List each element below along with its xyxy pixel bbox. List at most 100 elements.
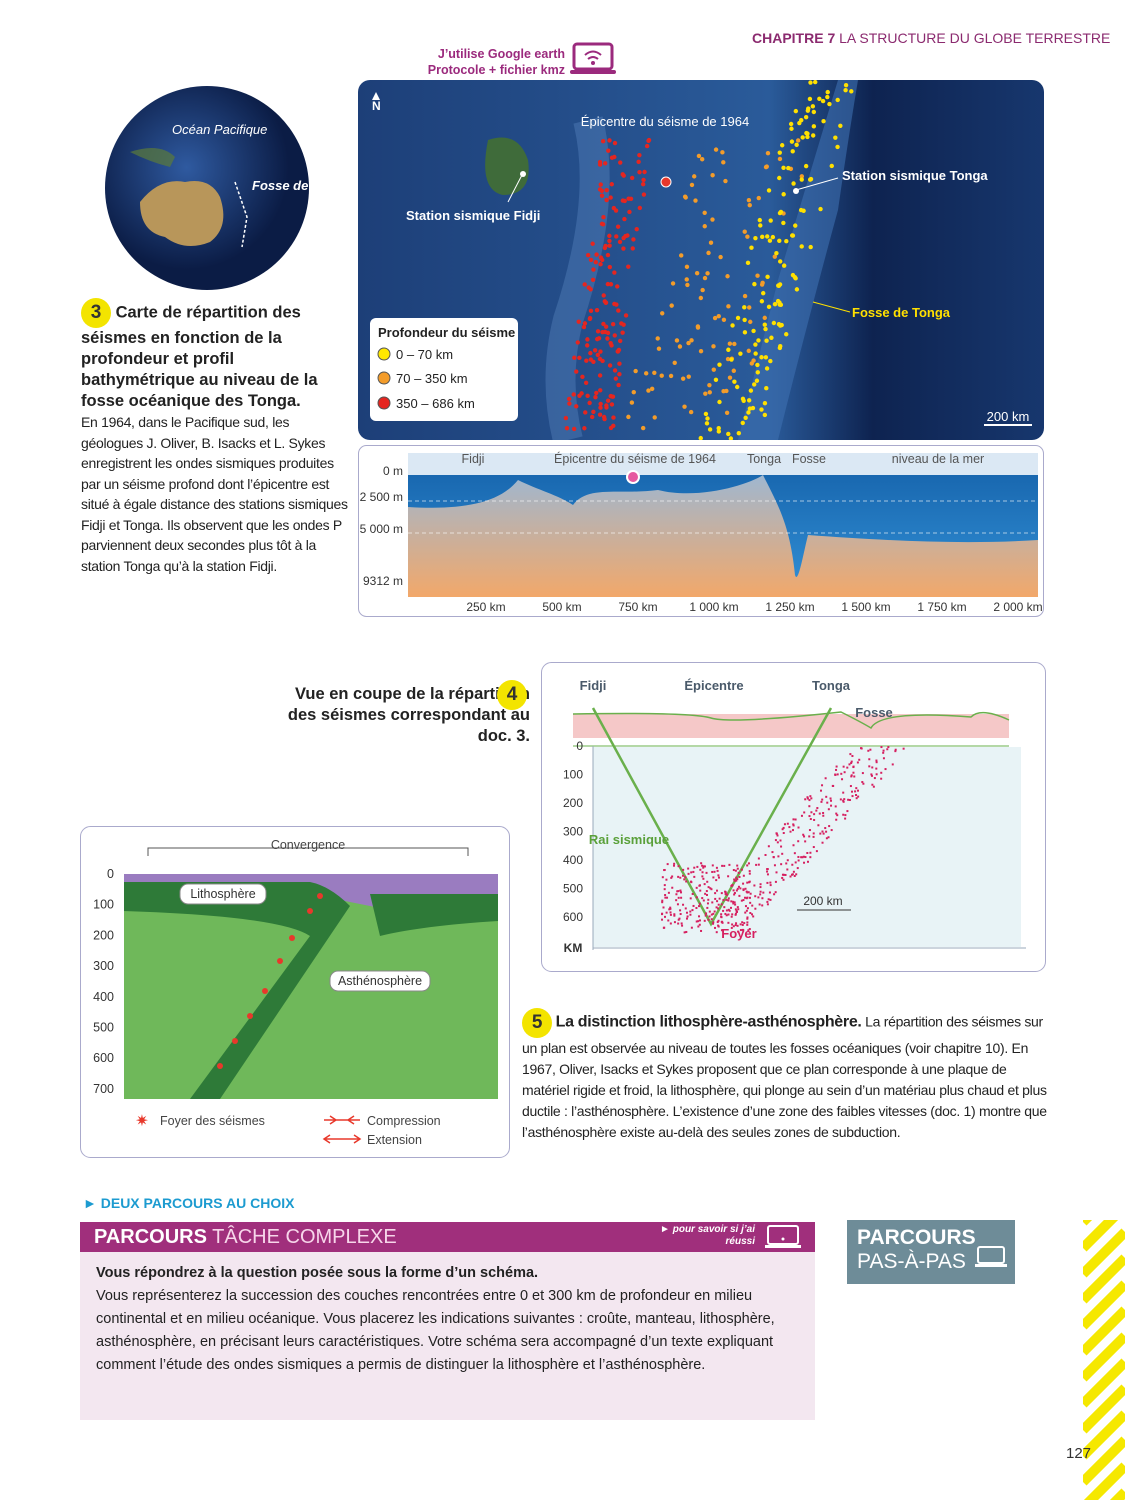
focus-dot: [680, 891, 683, 894]
earthquake-dot: [767, 238, 773, 243]
focus-dot: [780, 845, 783, 848]
focus-dot: [783, 823, 786, 826]
focus-dot: [746, 881, 749, 884]
focus-dot: [792, 824, 795, 827]
self-check-link[interactable]: ► pour savoir si j’ai réussi: [660, 1224, 755, 1247]
focus-dot: [663, 926, 666, 929]
focus-dot: [727, 899, 730, 902]
focus-dot: [730, 926, 733, 929]
focus-dot: [774, 839, 777, 842]
focus-dot: [675, 893, 678, 896]
earthquake-dot: [825, 94, 830, 100]
section-label: Épicentre: [684, 678, 743, 693]
depth-label: 9312 m: [363, 574, 403, 588]
earthquake-dot: [614, 302, 619, 307]
focus-dot: [748, 872, 751, 875]
earthquake-dot: [813, 80, 818, 85]
step-by-step-box[interactable]: PARCOURS PAS-À-PAS: [847, 1220, 1015, 1284]
focus-dot: [661, 876, 664, 879]
focus-dot: [851, 795, 854, 798]
earthquake-dot: [818, 206, 823, 212]
earthquake-dot: [618, 160, 623, 165]
focus-dot: [852, 771, 855, 774]
distance-label: 1 000 km: [689, 600, 738, 614]
earthquake-dot: [612, 270, 617, 275]
focus-dot: [809, 795, 812, 798]
earthquake-dot: [730, 323, 735, 328]
focus-dot: [684, 876, 687, 879]
earthquake-dot: [764, 386, 769, 391]
earthquake-dot: [843, 82, 849, 88]
focus-dot: [677, 890, 680, 893]
focus-dot: [853, 775, 856, 778]
legend-item: 70 – 350 km: [396, 371, 468, 386]
earthquake-dot: [708, 240, 714, 245]
earthquake-dot: [781, 220, 786, 226]
focus-dot: [703, 883, 706, 886]
earthquake-dot: [749, 245, 754, 250]
focus-dot: [668, 908, 671, 911]
focus-dot: [782, 826, 785, 829]
earthquake-dot: [794, 287, 800, 292]
google-earth-line: J’utilise Google earth: [437, 47, 565, 61]
focus-dot: [702, 877, 705, 880]
focus-dot: [776, 834, 779, 837]
focus-dot: [728, 909, 731, 912]
depth-label: 300: [563, 825, 583, 839]
focus-dot: [841, 778, 844, 781]
earthquake-dot: [702, 275, 708, 281]
earthquake-dot: [619, 321, 624, 326]
focus-dot: [741, 923, 744, 926]
focus-dot: [741, 928, 744, 931]
focus-dot: [848, 799, 851, 802]
earthquake-dot: [778, 209, 784, 215]
focus-dot: [759, 883, 762, 886]
earthquake-dot: [755, 362, 760, 368]
earthquake-dot: [821, 119, 826, 124]
earthquake-dot: [700, 287, 705, 293]
earthquake-dot: [757, 217, 763, 223]
earthquake-dot: [616, 382, 621, 388]
earthquake-dot: [640, 425, 646, 431]
earthquake-dot: [620, 330, 625, 335]
earthquake-dot: [601, 215, 606, 220]
focus-dot: [812, 835, 815, 838]
focus-dot: [869, 748, 872, 751]
focus-dot: [786, 822, 789, 825]
focus-dot: [851, 755, 854, 758]
earthquake-dot: [622, 198, 627, 204]
earthquake-dot: [583, 380, 589, 385]
focus-dot: [669, 913, 672, 916]
box-label: PARCOURS: [94, 1226, 207, 1248]
earthquake-dot: [593, 260, 598, 265]
earthquake-dot: [576, 319, 581, 324]
focus-dot: [742, 874, 745, 877]
computer-icon[interactable]: [765, 1225, 801, 1249]
page-number: 127: [1066, 1445, 1092, 1462]
focus-dot: [695, 896, 698, 899]
focus-dot: [737, 930, 740, 933]
computer-icon[interactable]: [570, 42, 618, 76]
focus-dot: [789, 830, 792, 833]
earthquake-dot: [781, 165, 786, 171]
focus-dot: [842, 800, 845, 803]
focus-dot: [695, 886, 698, 889]
focus-dot: [822, 811, 825, 814]
focus-dot: [850, 775, 853, 778]
focus-dot: [821, 798, 824, 801]
computer-icon[interactable]: [975, 1246, 1007, 1268]
north-label: N: [372, 99, 381, 113]
focus-dot: [834, 773, 837, 776]
focus-dot: [744, 911, 747, 914]
focus-dot: [868, 758, 871, 761]
earthquake-dot: [777, 150, 782, 155]
focus-dot: [661, 901, 664, 904]
doc3-caption: 3 Carte de répartition des séismes en fo…: [81, 298, 351, 576]
focus-dot: [800, 856, 803, 859]
earthquake-dot: [677, 344, 683, 349]
earthquake-dot: [592, 348, 598, 353]
focus-dot: [781, 876, 784, 879]
link-text[interactable]: pour savoir si j’ai réussi: [672, 1224, 755, 1247]
focus-dot: [842, 813, 845, 816]
focus-dot: [673, 914, 676, 917]
